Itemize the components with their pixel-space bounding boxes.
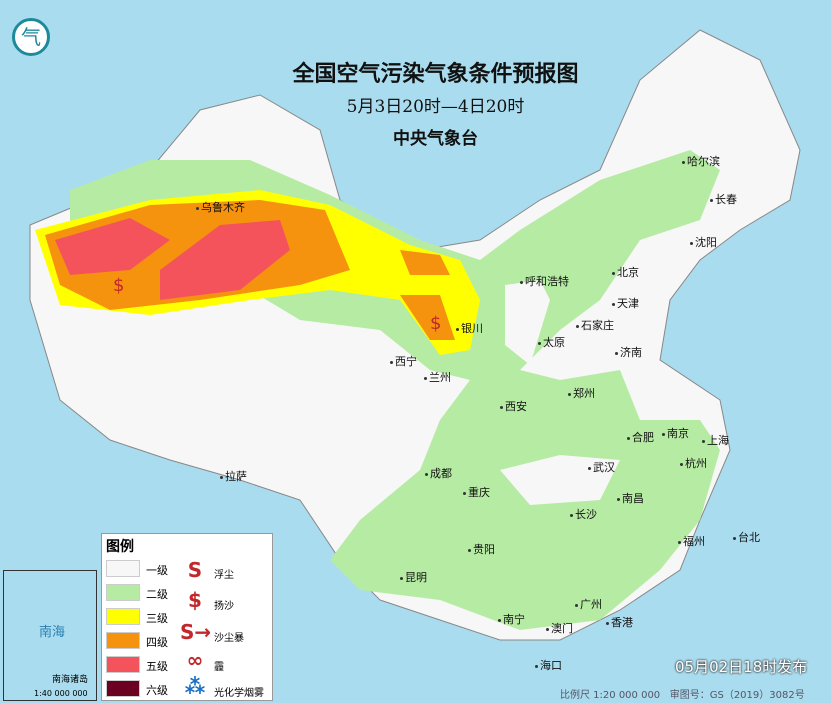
city-label: 澳门 (546, 622, 573, 635)
level-label: 二级 (146, 588, 168, 601)
level5-area (55, 218, 290, 300)
city-label: 重庆 (463, 486, 490, 499)
city-label: 香港 (606, 616, 633, 629)
map-title: 全国空气污染气象条件预报图 (292, 61, 579, 87)
level-label: 四级 (146, 636, 168, 649)
city-label: 乌鲁木齐 (196, 201, 245, 214)
floating-dust-icon: S (187, 558, 203, 582)
photochemical-smog-icon: ⁂ (184, 674, 206, 698)
city-label: 银川 (456, 322, 483, 335)
city-label: 郑州 (568, 387, 595, 400)
approval-number: 审图号：GS（2019）3082号 (669, 690, 805, 701)
symbol-label: 沙尘暴 (214, 633, 244, 644)
city-label: 兰州 (424, 371, 451, 384)
time-range: 5月3日20时—4日20时 (346, 97, 525, 117)
city-label: 石家庄 (576, 319, 614, 332)
inset-scale: 1:40 000 000 (34, 689, 88, 698)
city-label: 哈尔滨 (682, 155, 720, 168)
city-label: 上海 (702, 434, 729, 447)
cma-logo: 气 (12, 18, 50, 56)
city-label: 长春 (710, 193, 737, 206)
city-label: 沈阳 (690, 236, 717, 249)
city-label: 贵阳 (468, 543, 495, 556)
issue-time: 05月02日18时发布 (675, 658, 808, 676)
map-scale-and-approval: 比例尺 1:20 000 000 审图号：GS（2019）3082号 (560, 686, 805, 701)
city-label: 太原 (538, 336, 565, 349)
blowing-sand-icon: $ (113, 275, 125, 296)
level1-area-north-china (500, 280, 620, 505)
city-label: 武汉 (588, 461, 615, 474)
inset-sea-label: 南海 (39, 625, 66, 640)
level-label: 五级 (146, 660, 168, 673)
city-label: 南宁 (498, 613, 525, 626)
city-label: 拉萨 (220, 470, 247, 483)
level3-swatch (106, 608, 140, 625)
legend-title: 图例 (106, 539, 134, 555)
city-label: 长沙 (570, 508, 597, 521)
level1-swatch (106, 560, 140, 577)
level6-swatch (106, 680, 140, 697)
level-label: 三级 (146, 612, 168, 625)
level5-swatch (106, 656, 140, 673)
city-label: 济南 (615, 346, 642, 359)
city-label: 广州 (575, 598, 602, 611)
inset-islands-label: 南海诸岛 (52, 675, 89, 685)
south-china-sea-inset: 南海 南海诸岛 1:40 000 000 (3, 570, 97, 701)
city-label: 成都 (425, 467, 452, 480)
symbol-label: 浮尘 (214, 570, 234, 581)
city-label: 福州 (678, 535, 705, 548)
city-label: 北京 (612, 266, 639, 279)
city-label: 台北 (733, 531, 760, 544)
legend: 图例 一级 二级 三级 四级 五级 六级 S 浮尘 $ 扬沙 S→ 沙尘暴 ∞ 霾 ⁂ 光… (101, 533, 273, 701)
city-label: 海口 (535, 659, 562, 672)
city-label: 南昌 (617, 492, 644, 505)
symbol-label: 扬沙 (214, 601, 234, 612)
issuer: 中央气象台 (393, 129, 478, 149)
symbol-label: 霾 (214, 662, 224, 673)
city-label: 昆明 (400, 571, 427, 584)
city-label: 南京 (662, 427, 689, 440)
city-label: 西安 (500, 400, 527, 413)
city-label: 天津 (612, 297, 639, 310)
city-label: 西宁 (390, 355, 417, 368)
city-label: 杭州 (680, 457, 707, 470)
symbol-label: 光化学烟雾 (214, 688, 264, 699)
haze-icon: ∞ (186, 648, 204, 672)
level2-swatch (106, 584, 140, 601)
level-label: 一级 (146, 564, 168, 577)
level-label: 六级 (146, 684, 168, 697)
sandstorm-icon: S→ (180, 620, 212, 644)
city-label: 呼和浩特 (520, 275, 569, 288)
level4-swatch (106, 632, 140, 649)
blowing-sand-icon: $ (430, 313, 442, 334)
scale-text: 比例尺 1:20 000 000 (560, 690, 661, 701)
blowing-sand-icon: $ (188, 588, 202, 612)
city-label: 合肥 (627, 431, 654, 444)
level4-area-east (400, 250, 455, 340)
